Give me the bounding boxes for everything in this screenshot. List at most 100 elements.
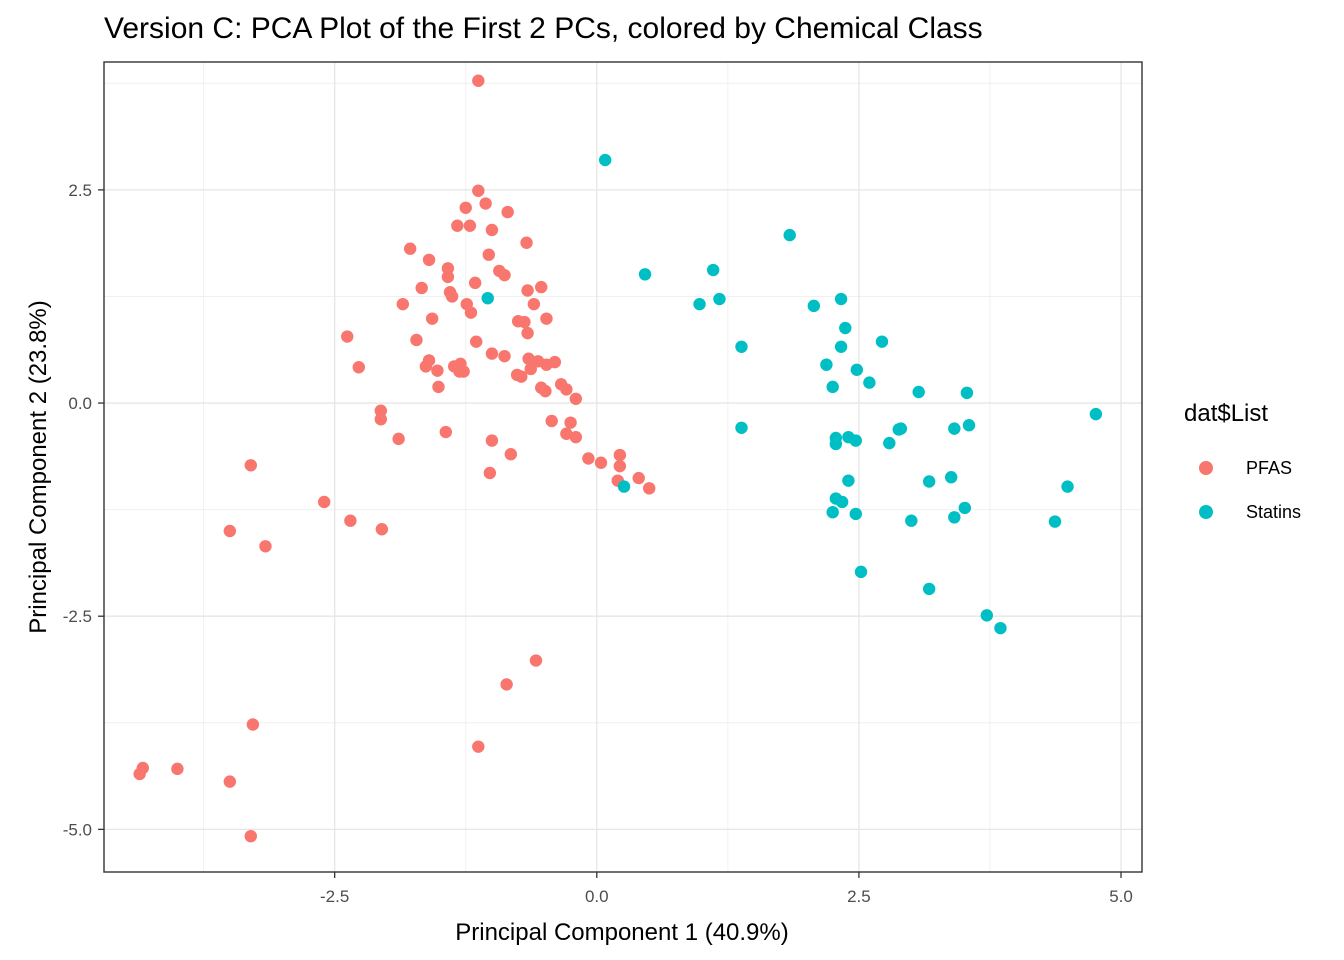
data-point-pfas	[564, 416, 577, 429]
data-point-pfas	[396, 297, 410, 311]
y-axis-title: Principal Component 2 (23.8%)	[25, 300, 52, 634]
data-point-statins	[835, 495, 849, 509]
data-point-statins	[481, 291, 494, 305]
x-axis-title: Principal Component 1 (40.9%)	[455, 919, 789, 946]
data-point-pfas	[548, 355, 562, 369]
data-point-pfas	[244, 459, 257, 472]
data-point-pfas	[632, 471, 645, 485]
legend-item-pfas: PFAS	[1184, 446, 1301, 490]
data-point-pfas	[569, 392, 583, 405]
data-point-pfas	[425, 312, 439, 325]
data-point-pfas	[539, 384, 552, 398]
data-point-pfas	[613, 448, 627, 462]
data-point-statins	[948, 511, 961, 524]
data-point-statins	[1061, 480, 1074, 493]
data-point-statins	[948, 422, 961, 435]
data-point-statins	[944, 471, 958, 484]
x-tick-label: 2.5	[847, 887, 871, 906]
data-point-pfas	[524, 362, 537, 376]
data-point-pfas	[498, 268, 511, 282]
y-tick-label: 0.0	[68, 394, 92, 413]
y-tick-label: -2.5	[63, 607, 92, 626]
data-point-statins	[922, 475, 936, 488]
data-point-pfas	[459, 201, 472, 214]
data-point-pfas	[545, 414, 558, 428]
data-point-statins	[834, 292, 848, 306]
data-point-pfas	[432, 380, 445, 394]
data-point-pfas	[472, 74, 485, 87]
data-point-pfas	[457, 365, 470, 378]
data-point-pfas	[483, 466, 497, 480]
legend-swatch-statins	[1199, 505, 1213, 519]
data-point-pfas	[522, 352, 535, 365]
data-point-statins	[863, 376, 876, 389]
data-point-pfas	[451, 219, 464, 232]
data-point-statins	[875, 335, 889, 348]
data-point-statins	[735, 340, 748, 353]
data-point-statins	[912, 385, 925, 399]
data-point-statins	[922, 582, 936, 596]
data-point-statins	[829, 437, 843, 451]
data-point-statins	[735, 421, 748, 434]
data-point-pfas	[500, 678, 513, 691]
data-point-pfas	[521, 326, 534, 340]
data-point-statins	[834, 340, 848, 353]
data-point-pfas	[515, 370, 528, 383]
data-point-pfas	[560, 427, 573, 440]
data-point-pfas	[352, 361, 365, 374]
y-tick-label: 2.5	[68, 181, 92, 200]
data-point-statins	[826, 505, 839, 519]
data-point-pfas	[419, 360, 433, 373]
data-point-pfas	[244, 829, 257, 843]
data-point-statins	[826, 380, 839, 394]
data-point-statins	[638, 268, 652, 281]
data-point-statins	[850, 363, 864, 376]
data-point-pfas	[504, 448, 518, 461]
data-point-pfas	[410, 333, 423, 347]
axis-ticks: -2.5 0.0 2.5 5.0 2.5 0.0 -2.5 -5.0	[63, 181, 1133, 906]
data-point-statins	[980, 609, 994, 622]
data-point-pfas	[223, 524, 237, 538]
data-point-pfas	[259, 540, 272, 553]
data-point-statins	[693, 297, 706, 311]
data-point-pfas	[374, 413, 387, 426]
data-point-pfas	[133, 767, 146, 781]
data-point-pfas	[472, 740, 485, 753]
x-tick-label: 0.0	[585, 887, 609, 906]
chart-title: Version C: PCA Plot of the First 2 PCs, …	[104, 12, 983, 45]
data-point-pfas	[441, 262, 455, 275]
legend-label-statins: Statins	[1246, 501, 1302, 522]
legend-item-statins: Statins	[1184, 490, 1301, 534]
data-point-pfas	[643, 482, 656, 495]
data-point-statins	[783, 228, 796, 242]
data-point-pfas	[613, 459, 627, 473]
data-point-pfas	[392, 432, 405, 446]
data-point-pfas	[498, 349, 511, 363]
data-point-pfas	[439, 425, 453, 439]
data-point-pfas	[485, 347, 499, 360]
data-point-statins	[1089, 407, 1103, 421]
data-point-pfas	[521, 284, 534, 297]
data-point-pfas	[374, 404, 387, 417]
data-point-pfas	[344, 514, 357, 527]
x-tick-label: 5.0	[1109, 887, 1133, 906]
legend-label-pfas: PFAS	[1246, 457, 1293, 478]
data-point-pfas	[540, 312, 553, 325]
data-point-pfas	[527, 297, 541, 311]
data-point-pfas	[569, 430, 583, 444]
data-point-statins	[962, 419, 976, 432]
data-point-pfas	[529, 654, 543, 667]
data-point-statins	[905, 514, 918, 527]
data-point-pfas	[246, 718, 260, 731]
data-point-pfas	[403, 242, 417, 255]
data-point-pfas	[485, 223, 499, 237]
legend: dat$List PFAS Statins	[1184, 400, 1301, 534]
data-point-pfas	[415, 281, 428, 295]
data-point-pfas	[485, 434, 499, 447]
data-point-pfas	[594, 456, 608, 469]
data-points	[133, 74, 1103, 843]
data-point-pfas	[171, 762, 184, 776]
data-point-statins	[839, 321, 852, 335]
data-point-pfas	[464, 306, 478, 319]
data-point-pfas	[518, 315, 531, 329]
